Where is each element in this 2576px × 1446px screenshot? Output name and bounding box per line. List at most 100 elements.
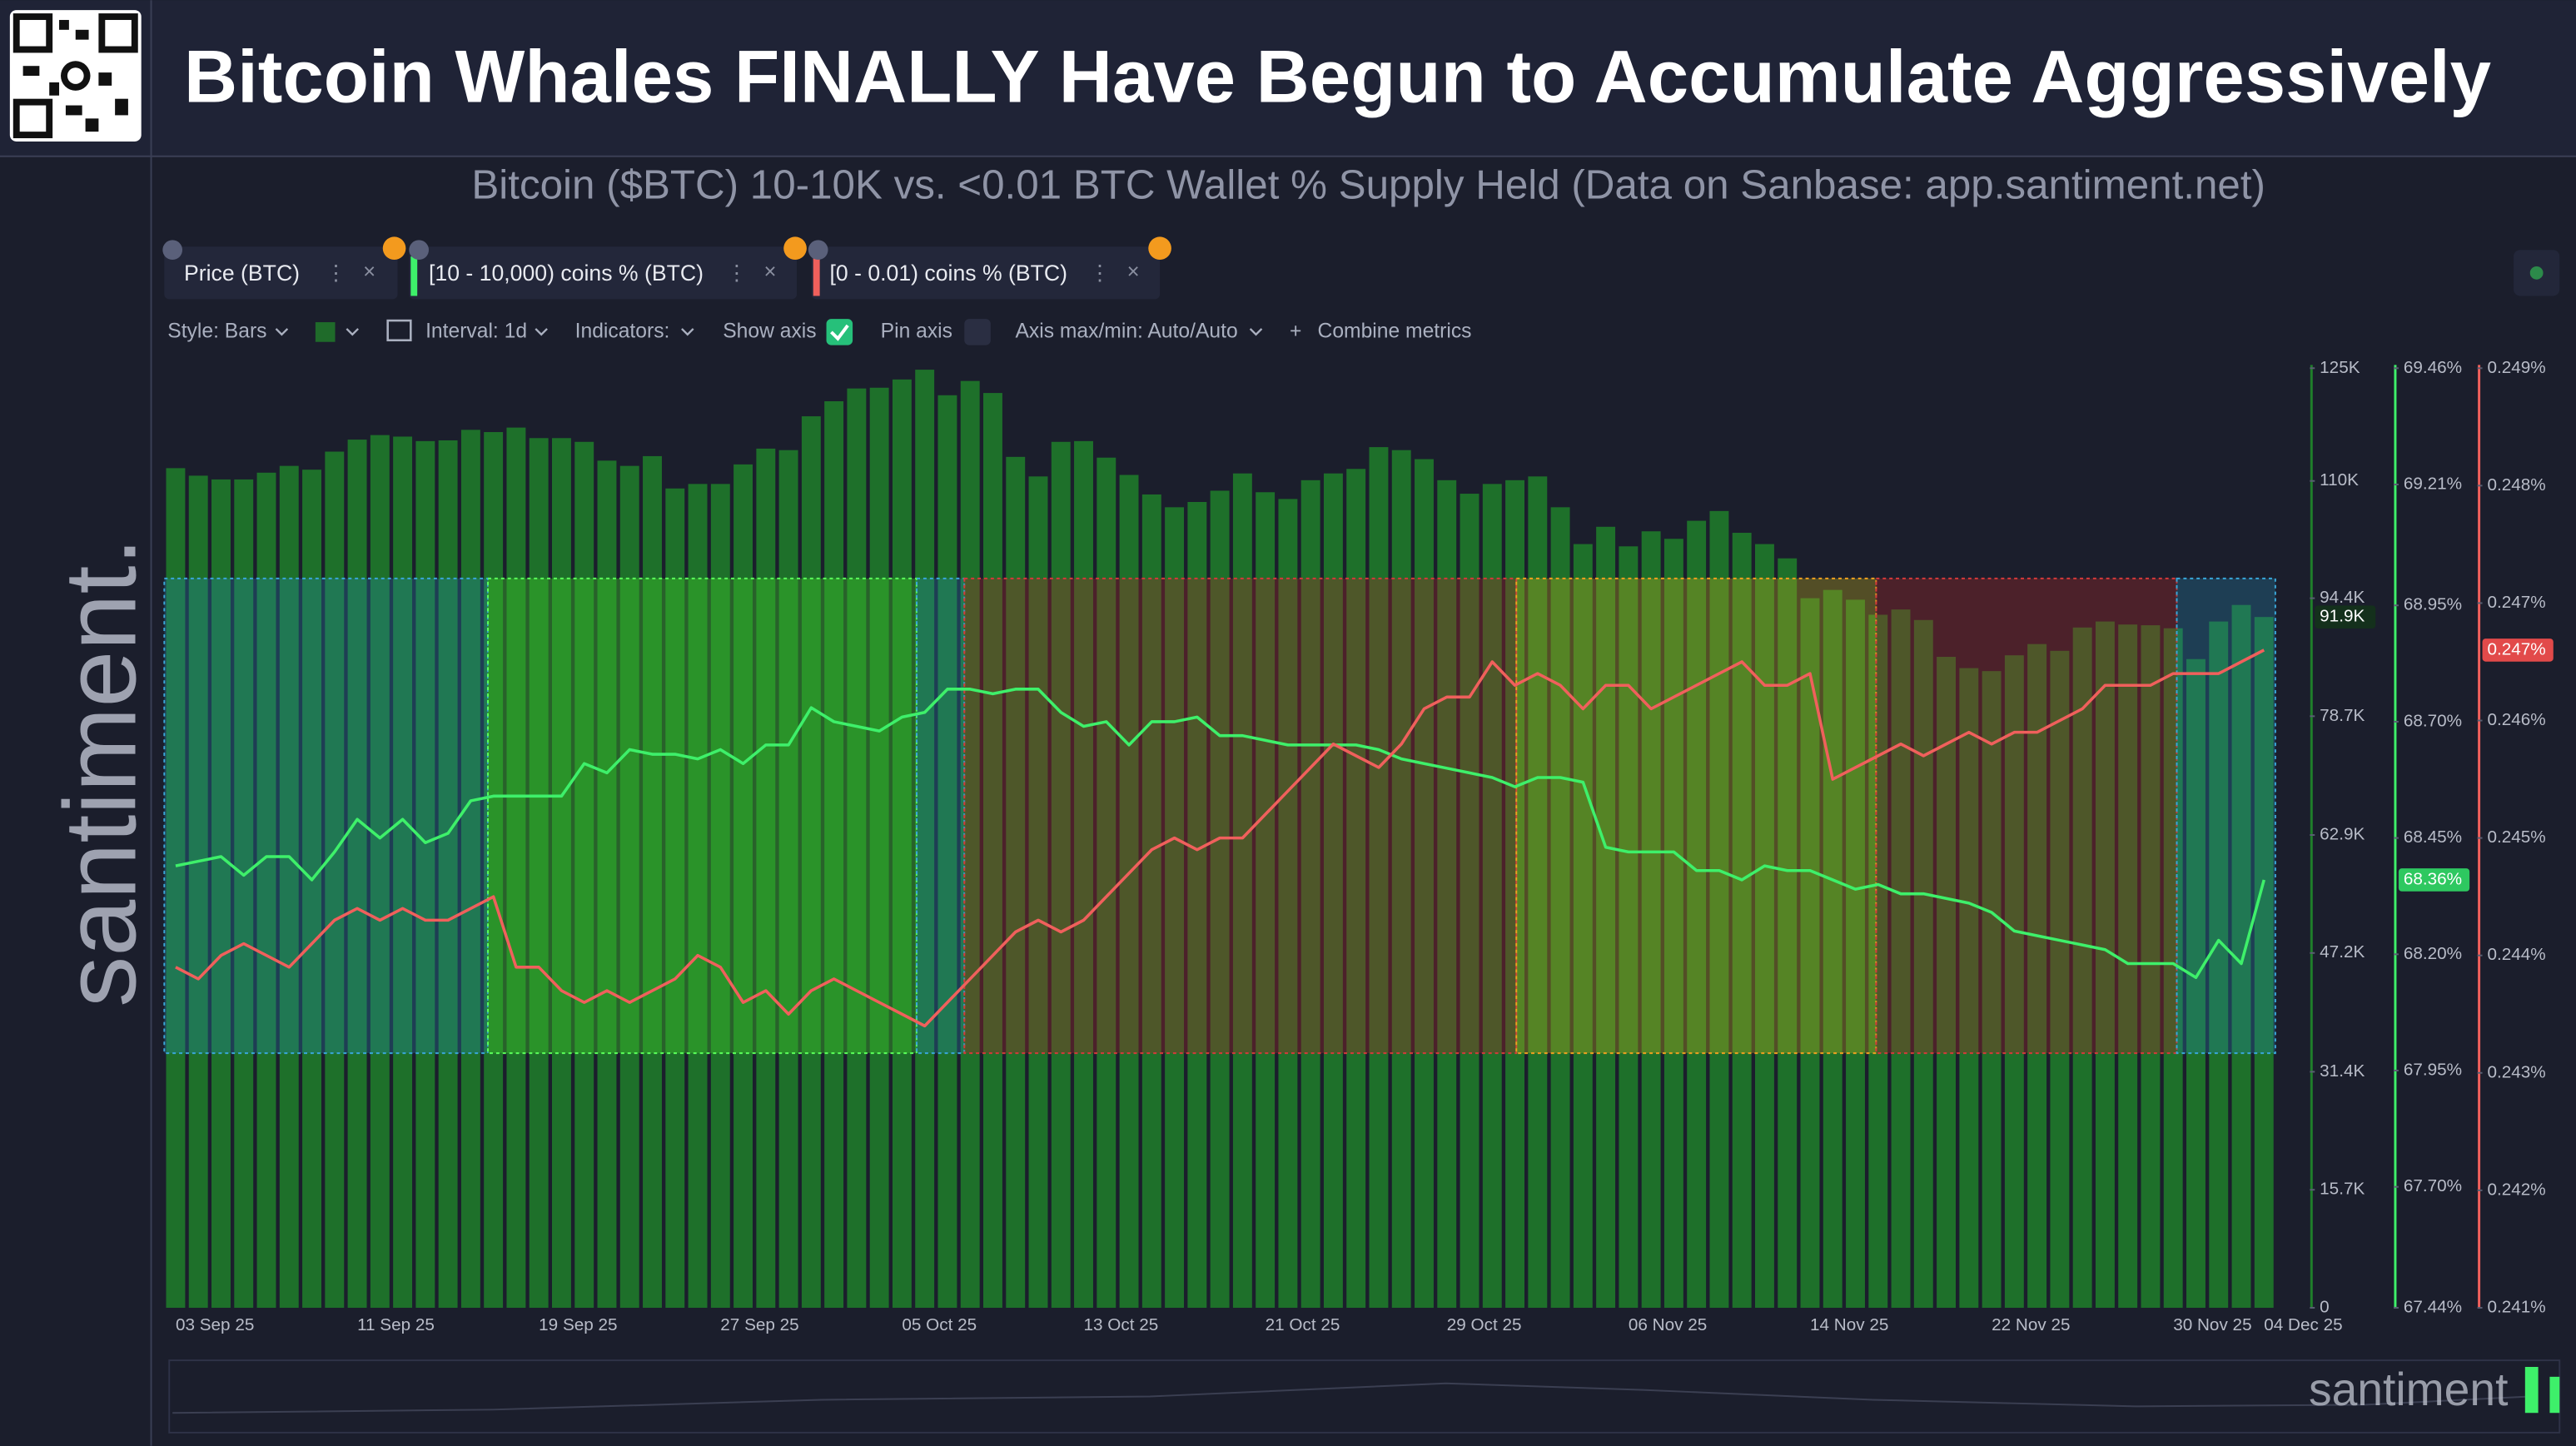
y-tick-label: 68.70% bbox=[2404, 711, 2462, 730]
bar bbox=[370, 435, 390, 1308]
bar bbox=[1256, 492, 1276, 1308]
bar bbox=[551, 438, 571, 1308]
bar bbox=[1778, 558, 1798, 1308]
y-tick-label: 68.95% bbox=[2404, 595, 2462, 614]
line bbox=[175, 688, 2265, 980]
bar bbox=[960, 380, 980, 1308]
bar bbox=[1437, 480, 1457, 1308]
bar bbox=[643, 455, 662, 1308]
value-tag bbox=[2482, 639, 2554, 662]
lock-icon bbox=[162, 240, 183, 261]
legend-entry[interactable]: Price (BTC) bbox=[184, 261, 300, 286]
bar bbox=[1505, 480, 1524, 1308]
bar bbox=[1528, 476, 1548, 1308]
btc-icon bbox=[783, 236, 807, 261]
y-tick-label: 0.248% bbox=[2487, 475, 2545, 494]
watermark: santiment bbox=[2309, 1364, 2509, 1415]
x-tick-label: 21 Oct 25 bbox=[1266, 1315, 1340, 1334]
y-tick-label: 125K bbox=[2320, 358, 2360, 377]
y-tick-label: 0 bbox=[2320, 1297, 2330, 1316]
bar bbox=[1210, 490, 1230, 1308]
x-tick-label: 30 Nov 25 bbox=[2173, 1315, 2251, 1334]
bar bbox=[734, 464, 753, 1308]
bar bbox=[1913, 619, 1933, 1308]
tab[interactable] bbox=[409, 246, 798, 300]
bar bbox=[1573, 544, 1593, 1308]
bar bbox=[778, 450, 798, 1308]
show-axis[interactable]: Show axis bbox=[723, 320, 816, 342]
close-button[interactable]: × bbox=[764, 261, 777, 284]
y-tick-label: 15.7K bbox=[2320, 1180, 2365, 1199]
bar bbox=[2095, 621, 2115, 1308]
y-tick-label: 0.243% bbox=[2487, 1062, 2545, 1081]
x-tick-label: 29 Oct 25 bbox=[1447, 1315, 1522, 1334]
bar bbox=[256, 472, 276, 1308]
checkbox[interactable] bbox=[964, 319, 991, 345]
bar bbox=[506, 427, 526, 1308]
y-tick-label: 69.21% bbox=[2404, 474, 2462, 493]
indicators-selector[interactable]: Indicators: bbox=[575, 320, 670, 342]
bar bbox=[2163, 628, 2183, 1308]
subtitle: Bitcoin ($BTC) 10-10K vs. <0.01 BTC Wall… bbox=[471, 161, 2265, 207]
btc-icon bbox=[382, 236, 406, 261]
highlight-region bbox=[916, 577, 966, 1055]
y-tick-label: 0.244% bbox=[2487, 945, 2545, 964]
bar bbox=[1641, 531, 1661, 1308]
x-tick-label: 03 Sep 25 bbox=[176, 1315, 254, 1334]
color-swatch[interactable] bbox=[315, 322, 336, 342]
lock-icon bbox=[409, 240, 430, 261]
x-tick-label: 04 Dec 25 bbox=[2264, 1315, 2342, 1334]
axis-minmax[interactable]: Axis max/min: Auto/Auto bbox=[1015, 320, 1237, 342]
qr-code bbox=[9, 10, 142, 142]
x-tick-label: 27 Sep 25 bbox=[720, 1315, 798, 1334]
y-tick-label: 0.246% bbox=[2487, 710, 2545, 729]
bar bbox=[1346, 469, 1366, 1308]
tab-color bbox=[813, 256, 820, 296]
value-tag-label: 91.9K bbox=[2320, 607, 2365, 626]
legend-entry[interactable]: [0 - 0.01) coins % (BTC) bbox=[829, 261, 1067, 286]
y-tick-label: 67.70% bbox=[2404, 1176, 2462, 1195]
y-tick-label: 68.45% bbox=[2404, 827, 2462, 847]
bar bbox=[347, 440, 367, 1308]
interval-selector[interactable]: Interval: 1d bbox=[425, 320, 527, 342]
bar bbox=[460, 430, 480, 1308]
bar bbox=[302, 470, 321, 1308]
bar bbox=[1369, 447, 1389, 1308]
navigator-handle[interactable] bbox=[2524, 1367, 2539, 1414]
close-button[interactable]: × bbox=[1127, 261, 1140, 284]
toolbar: Style: Bars Interval: 1d Indicators: Sho… bbox=[167, 319, 1472, 345]
bar bbox=[2072, 627, 2092, 1308]
check-mark bbox=[830, 324, 849, 341]
bar bbox=[892, 379, 912, 1308]
x-tick-label: 14 Nov 25 bbox=[1810, 1315, 1888, 1334]
bar bbox=[1232, 473, 1252, 1308]
x-tick-label: 13 Oct 25 bbox=[1084, 1315, 1159, 1334]
menu-dots[interactable]: ⋮ bbox=[1089, 262, 1111, 286]
header-band bbox=[0, 0, 2576, 157]
navigator-handle[interactable] bbox=[2549, 1376, 2560, 1414]
bar bbox=[211, 479, 231, 1308]
bar bbox=[1550, 507, 1570, 1308]
pin-axis[interactable]: Pin axis bbox=[881, 320, 952, 342]
tab[interactable] bbox=[164, 246, 398, 300]
checkbox-checked[interactable] bbox=[826, 319, 853, 345]
bar bbox=[1959, 668, 1979, 1308]
bar bbox=[1051, 441, 1071, 1308]
x-tick-label: 19 Sep 25 bbox=[539, 1315, 617, 1334]
menu-dots[interactable]: ⋮ bbox=[326, 262, 347, 286]
style-selector[interactable]: Style: Bars bbox=[167, 320, 266, 342]
y-tick-label: 62.9K bbox=[2320, 824, 2365, 843]
tab[interactable] bbox=[811, 246, 1161, 300]
bar bbox=[1868, 614, 1888, 1308]
menu-dots[interactable]: ⋮ bbox=[726, 262, 748, 286]
bar bbox=[1800, 598, 1820, 1308]
bar bbox=[1165, 507, 1185, 1308]
line bbox=[175, 648, 2265, 1028]
x-tick-label: 11 Sep 25 bbox=[357, 1315, 435, 1334]
legend-entry[interactable]: [10 - 10,000) coins % (BTC) bbox=[429, 261, 704, 286]
highlight-region bbox=[487, 577, 918, 1055]
combine-metrics[interactable]: Combine metrics bbox=[1318, 320, 1472, 342]
close-button[interactable]: × bbox=[363, 261, 375, 284]
highlight-region bbox=[2176, 577, 2276, 1055]
bar bbox=[2027, 643, 2047, 1308]
